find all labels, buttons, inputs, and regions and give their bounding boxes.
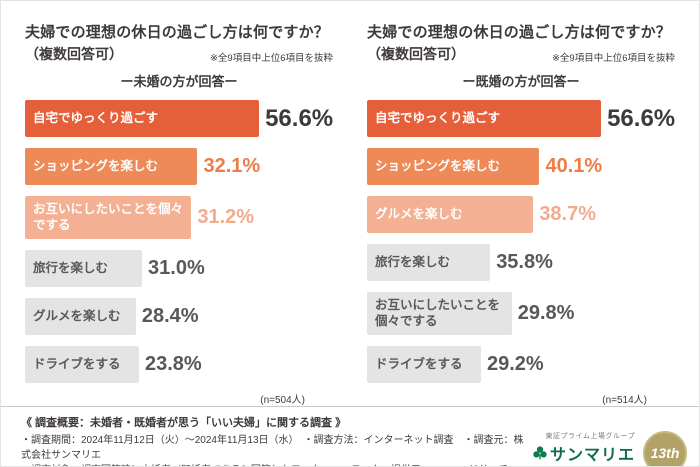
bar-value: 56.6% [265, 104, 334, 132]
bar: お互いにしたいことを個々でする [25, 196, 192, 239]
bar-label: 旅行を楽しむ [33, 260, 109, 275]
multi-answer-label: （複数回答可） [367, 46, 465, 62]
bar-label: お互いにしたいことを個々でする [33, 202, 184, 233]
bar: グルメを楽しむ [367, 196, 534, 233]
chart-panel-married: 夫婦での理想の休日の過ごし方は何ですか？ （複数回答可） ※全9項目中上位6項目… [367, 21, 675, 406]
bar-row: お互いにしたいことを個々でする 31.2% [25, 196, 333, 239]
bar: ショッピングを楽しむ [25, 148, 198, 185]
bar-label: グルメを楽しむ [33, 308, 121, 323]
survey-heading: 《 調査概要：未婚者・既婚者が思う「いい夫婦」に関する調査 》 [21, 416, 347, 429]
multi-answer-label: （複数回答可） [25, 46, 123, 62]
chart-panel-unmarried: 夫婦での理想の休日の過ごし方は何ですか？ （複数回答可） ※全9項目中上位6項目… [25, 21, 333, 406]
bar-value: 31.2% [197, 205, 255, 228]
bar-value: 38.7% [539, 203, 597, 225]
bar-label: ショッピングを楽しむ [33, 159, 159, 174]
bar-row: 旅行を楽しむ 31.0% [25, 249, 333, 287]
survey-line: ・調査期間：2024年11月12日（火）〜2024年11月13日（水） ・調査方… [21, 434, 524, 461]
survey-overview-footer: 《 調査概要：未婚者・既婚者が思う「いい夫婦」に関する調査 》 ・調査期間：20… [1, 405, 699, 467]
bar-chart-unmarried: 自宅でゆっくり過ごす 56.6% ショッピングを楽しむ 32.1% お互いにしたいことを… [25, 100, 333, 383]
bar-row: 自宅でゆっくり過ごす 56.6% [25, 100, 333, 137]
excerpt-note: ※全9項目中上位6項目を抜粋 [551, 53, 675, 64]
bar-row: 自宅でゆっくり過ごす 56.6% [367, 100, 675, 137]
respondent-group-label: ー未婚の方が回答ー [120, 74, 238, 89]
bar-value: 29.2% [486, 352, 544, 375]
bar-label: 自宅でゆっくり過ごす [33, 111, 159, 126]
sample-size-label: (n=514人) [602, 394, 647, 406]
bar: お互いにしたいことを個々でする [367, 292, 512, 335]
chart-title: 夫婦での理想の休日の過ごし方は何ですか？ [25, 24, 330, 41]
brand-row: サンマリエ [533, 441, 635, 465]
bar-chart-married: 自宅でゆっくり過ごす 56.6% ショッピングを楽しむ 40.1% グルメを楽しむ 38.… [367, 100, 675, 383]
bar: 旅行を楽しむ [367, 244, 491, 281]
brand-name: サンマリエ [549, 446, 635, 464]
bar-row: グルメを楽しむ 28.4% [25, 297, 333, 335]
bar-row: 旅行を楽しむ 35.8% [367, 244, 675, 281]
bar-value: 23.8% [144, 352, 202, 375]
bar: グルメを楽しむ [25, 297, 136, 335]
bar-row: お互いにしたいことを個々でする 29.8% [367, 292, 675, 335]
bar: ドライブをする [367, 345, 481, 383]
bar: 旅行を楽しむ [25, 249, 143, 287]
charts-area: 夫婦での理想の休日の過ごし方は何ですか？ （複数回答可） ※全9項目中上位6項目… [1, 1, 699, 406]
bar-value: 32.1% [203, 155, 261, 177]
bar: 自宅でゆっくり過ごす [367, 100, 602, 137]
chart-subtitle-row: （複数回答可） ※全9項目中上位6項目を抜粋 [367, 44, 675, 64]
bar-value: 40.1% [545, 155, 603, 177]
survey-overview: 《 調査概要：未婚者・既婚者が思う「いい夫婦」に関する調査 》 ・調査期間：20… [21, 414, 529, 467]
bar-value: 28.4% [141, 304, 199, 327]
bar-row: ショッピングを楽しむ 40.1% [367, 148, 675, 185]
chart-subtitle-row: （複数回答可） ※全9項目中上位6項目を抜粋 [25, 44, 333, 64]
brand-column: 東証プライム上場グループ サンマリエ by IBJ [533, 431, 635, 467]
bar-value: 31.0% [148, 256, 205, 279]
bar-label: ドライブをする [375, 356, 463, 371]
bar-row: ドライブをする 29.2% [367, 345, 675, 383]
excerpt-note: ※全9項目中上位6項目を抜粋 [209, 53, 333, 64]
bar: 自宅でゆっくり過ごす [25, 100, 260, 137]
bar-label: 自宅でゆっくり過ごす [375, 111, 501, 126]
bar-label: ドライブをする [33, 356, 121, 371]
bar: ドライブをする [25, 345, 139, 383]
bar-label: 旅行を楽しむ [375, 255, 451, 270]
survey-line: ・調査対象：調査回答時に未婚者／既婚者であると回答したモニター ・モニター提供元… [21, 463, 529, 467]
bar-row: ショッピングを楽しむ 32.1% [25, 148, 333, 185]
chart-title: 夫婦での理想の休日の過ごし方は何ですか？ [367, 24, 672, 41]
bar-row: ドライブをする 23.8% [25, 345, 333, 383]
bar-label: ショッピングを楽しむ [375, 159, 501, 174]
bar-row: グルメを楽しむ 38.7% [367, 196, 675, 233]
anniversary-badge: 13th [643, 431, 687, 466]
respondent-group-label: ー既婚の方が回答ー [462, 74, 580, 89]
sample-size-label: (n=504人) [260, 394, 305, 406]
bar-value: 56.6% [607, 104, 676, 132]
bar-label: グルメを楽しむ [375, 207, 463, 222]
bar-value: 35.8% [496, 251, 553, 273]
bar-value: 29.8% [517, 301, 575, 324]
clover-icon [533, 445, 547, 460]
ibj-logo: IBJ [621, 466, 635, 467]
company-logo-block: 東証プライム上場グループ サンマリエ by IBJ 13th [529, 414, 687, 467]
brand-tagline: 東証プライム上場グループ [545, 432, 635, 440]
byline: by IBJ [610, 466, 635, 467]
bar: ショッピングを楽しむ [367, 148, 540, 185]
bar-label: お互いにしたいことを個々でする [375, 298, 501, 329]
